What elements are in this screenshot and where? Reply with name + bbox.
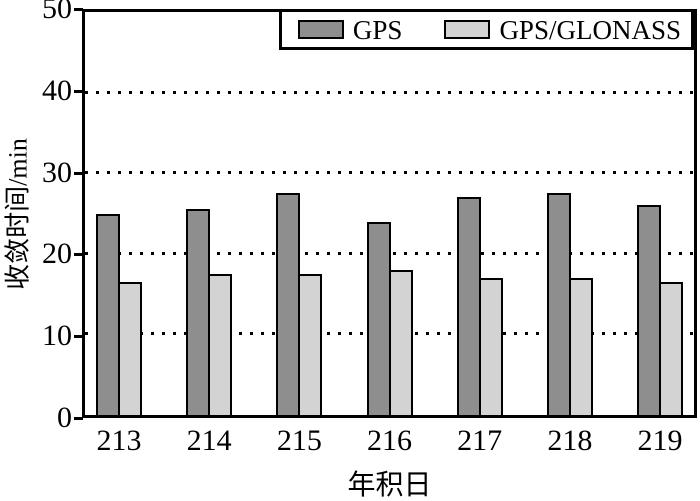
legend-item: GPS [297, 14, 403, 45]
bar-group [546, 193, 593, 415]
x-tick-label: 214 [186, 424, 232, 457]
y-tick-label: 30 [42, 155, 72, 189]
bar-gps [186, 209, 211, 415]
bar-gps-glonass [659, 282, 683, 415]
gridline [85, 171, 694, 175]
legend-label: GPS [352, 14, 403, 45]
bar-group [366, 221, 413, 415]
x-tick-label: 215 [276, 424, 322, 457]
y-tick-mark [74, 335, 83, 339]
gridline [85, 90, 694, 94]
bar-gps [546, 193, 571, 415]
y-tick-mark [74, 8, 83, 11]
bar-gps [276, 193, 301, 415]
bar-group [456, 197, 503, 415]
y-tick-mark [74, 253, 83, 257]
y-tick-label: 20 [42, 237, 72, 271]
plot-area: GPS GPS/GLONASS [82, 9, 697, 418]
bar-gps-glonass [208, 273, 233, 415]
x-tick-label: 217 [457, 424, 503, 457]
y-tick-label: 0 [57, 401, 72, 434]
bar-gps [456, 197, 481, 415]
bar-gps-glonass [118, 282, 142, 415]
x-tick-label: 216 [367, 424, 412, 457]
x-axis-title: 年积日 [347, 470, 432, 501]
legend-swatch [297, 20, 344, 39]
y-tick-mark [74, 417, 83, 420]
bar-group [276, 193, 323, 415]
bar-gps-glonass [298, 273, 323, 415]
x-tick-label: 218 [547, 424, 593, 457]
x-tick-label: 219 [637, 424, 683, 457]
bar-group [637, 205, 683, 415]
bar-gps [366, 221, 391, 415]
y-tick-mark [74, 171, 83, 175]
y-tick-label: 40 [42, 73, 72, 107]
bar-gps-glonass [478, 277, 503, 415]
bar-gps-glonass [388, 269, 413, 415]
legend-box: GPS GPS/GLONASS [278, 9, 694, 50]
y-tick-label: 50 [42, 0, 72, 25]
bar-gps [96, 213, 120, 415]
legend-item: GPS/GLONASS [444, 15, 681, 45]
legend-swatch [444, 20, 491, 39]
bar-gps-glonass [568, 277, 593, 415]
bar-gps [637, 205, 661, 415]
y-tick-mark [74, 89, 83, 93]
bar-group [186, 209, 233, 415]
x-tick-label: 213 [96, 424, 142, 457]
legend-label: GPS/GLONASS [499, 14, 681, 45]
y-tick-label: 10 [42, 319, 72, 353]
bar-group [96, 213, 142, 415]
